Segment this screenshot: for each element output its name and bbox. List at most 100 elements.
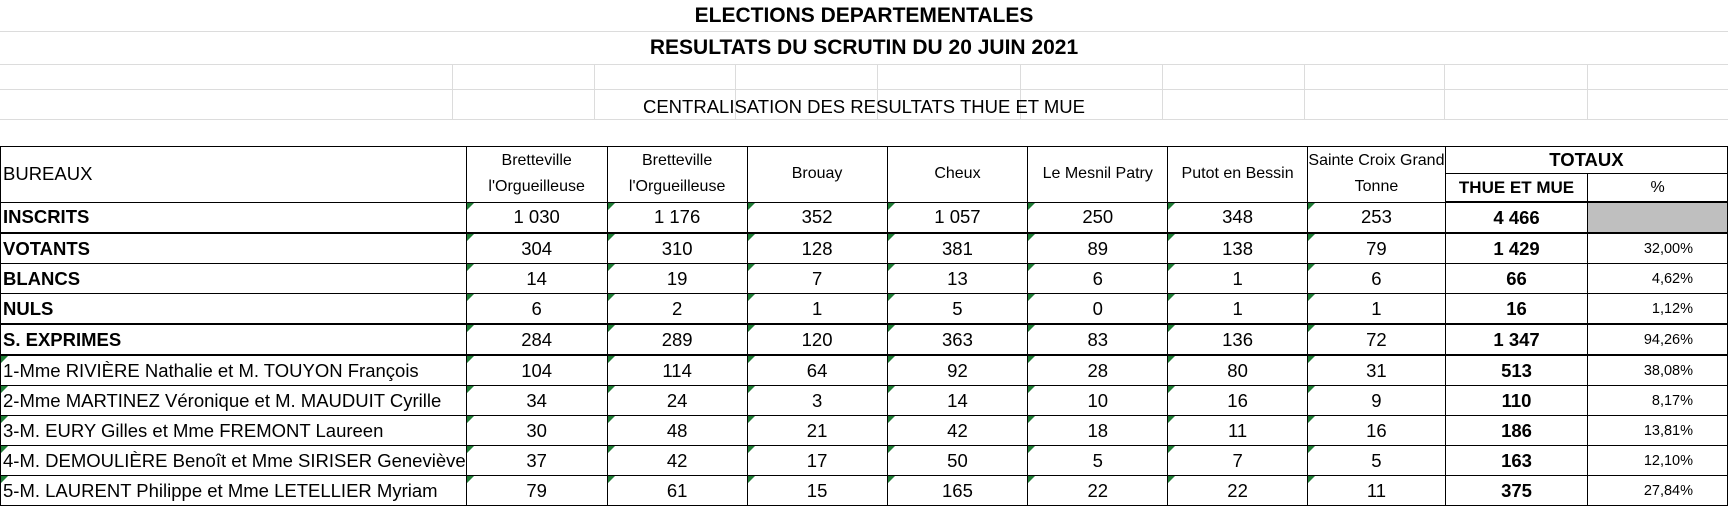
value-cell: 138 bbox=[1167, 232, 1309, 264]
value-cell: 89 bbox=[1027, 232, 1169, 264]
value-cell: 18 bbox=[1027, 415, 1169, 446]
percent-cell: 12,10% bbox=[1587, 445, 1728, 476]
value-cell: 79 bbox=[1307, 232, 1446, 264]
value-cell: 31 bbox=[1307, 354, 1446, 386]
table-row: S. EXPRIMES 284 289 120 363 83 136 72 1 347 94,26… bbox=[0, 323, 1728, 356]
percent-cell: 4,62% bbox=[1587, 263, 1728, 294]
percent-cell: 94,26% bbox=[1587, 323, 1728, 356]
total-cell: 163 bbox=[1444, 445, 1589, 476]
value-cell: 6 bbox=[1307, 263, 1446, 294]
value-cell: 64 bbox=[746, 354, 888, 386]
grid-line bbox=[452, 64, 453, 119]
value-cell: 16 bbox=[1167, 385, 1309, 416]
value-cell: 250 bbox=[1027, 201, 1169, 234]
header-row: BUREAUX Bretteville l'Orgueilleuse Brett… bbox=[0, 146, 1728, 203]
column-header: Putot en Bessin bbox=[1167, 146, 1309, 203]
percent-cell: 8,17% bbox=[1587, 385, 1728, 416]
total-cell: 1 429 bbox=[1444, 232, 1589, 264]
grid-line bbox=[0, 31, 1728, 32]
grid-line bbox=[594, 64, 595, 119]
column-header: Brouay bbox=[746, 146, 888, 203]
value-cell: 92 bbox=[886, 354, 1029, 386]
value-cell: 48 bbox=[606, 415, 748, 446]
value-cell: 104 bbox=[465, 354, 608, 386]
value-cell: 114 bbox=[606, 354, 748, 386]
value-cell: 16 bbox=[1307, 415, 1446, 446]
row-label: 1-Mme RIVIÈRE Nathalie et M. TOUYON Fran… bbox=[0, 354, 467, 386]
totals-header: TOTAUX bbox=[1444, 146, 1728, 174]
table-row: VOTANTS 304 310 128 381 89 138 79 1 429 32,00% bbox=[0, 232, 1728, 264]
table-row: NULS 6 2 1 5 0 1 1 16 1,12% bbox=[0, 293, 1728, 325]
table-row: 3-M. EURY Gilles et Mme FREMONT Laureen 3… bbox=[0, 415, 1728, 446]
total-column-header: THUE ET MUE bbox=[1444, 173, 1589, 203]
value-cell: 72 bbox=[1307, 323, 1446, 356]
value-cell: 7 bbox=[746, 263, 888, 294]
table-row: 1-Mme RIVIÈRE Nathalie et M. TOUYON Fran… bbox=[0, 354, 1728, 386]
value-cell: 284 bbox=[465, 323, 608, 356]
total-cell: 186 bbox=[1444, 415, 1589, 446]
percent-cell: 13,81% bbox=[1587, 415, 1728, 446]
column-header: Bretteville l'Orgueilleuse bbox=[606, 146, 748, 203]
value-cell: 136 bbox=[1167, 323, 1309, 356]
row-label: 2-Mme MARTINEZ Véronique et M. MAUDUIT C… bbox=[0, 385, 467, 416]
percent-cell bbox=[1587, 201, 1728, 234]
percent-cell: 38,08% bbox=[1587, 354, 1728, 386]
value-cell: 381 bbox=[886, 232, 1029, 264]
row-label: 5-M. LAURENT Philippe et Mme LETELLIER M… bbox=[0, 475, 467, 506]
value-cell: 1 bbox=[746, 293, 888, 325]
row-label: NULS bbox=[0, 293, 467, 325]
bureaux-header: BUREAUX bbox=[0, 146, 467, 203]
value-cell: 22 bbox=[1167, 475, 1309, 506]
value-cell: 128 bbox=[746, 232, 888, 264]
value-cell: 79 bbox=[465, 475, 608, 506]
value-cell: 304 bbox=[465, 232, 608, 264]
value-cell: 3 bbox=[746, 385, 888, 416]
total-cell: 513 bbox=[1444, 354, 1589, 386]
column-header: Bretteville l'Orgueilleuse bbox=[465, 146, 608, 203]
table-row: 4-M. DEMOULIÈRE Benoît et Mme SIRISER Ge… bbox=[0, 445, 1728, 476]
value-cell: 348 bbox=[1167, 201, 1309, 234]
value-cell: 42 bbox=[886, 415, 1029, 446]
table-row: 5-M. LAURENT Philippe et Mme LETELLIER M… bbox=[0, 475, 1728, 506]
value-cell: 289 bbox=[606, 323, 748, 356]
percent-cell: 1,12% bbox=[1587, 293, 1728, 325]
value-cell: 165 bbox=[886, 475, 1029, 506]
column-header: Le Mesnil Patry bbox=[1027, 146, 1169, 203]
value-cell: 83 bbox=[1027, 323, 1169, 356]
value-cell: 21 bbox=[746, 415, 888, 446]
value-cell: 5 bbox=[886, 293, 1029, 325]
value-cell: 5 bbox=[1027, 445, 1169, 476]
value-cell: 253 bbox=[1307, 201, 1446, 234]
value-cell: 13 bbox=[886, 263, 1029, 294]
value-cell: 11 bbox=[1307, 475, 1446, 506]
document-subtitle: RESULTATS DU SCRUTIN DU 20 JUIN 2021 bbox=[649, 36, 1079, 59]
value-cell: 1 057 bbox=[886, 201, 1029, 234]
value-cell: 1 bbox=[1167, 293, 1309, 325]
grid-line bbox=[735, 64, 736, 119]
total-cell: 4 466 bbox=[1444, 201, 1589, 234]
percent-column-header: % bbox=[1587, 173, 1728, 203]
total-cell: 66 bbox=[1444, 263, 1589, 294]
value-cell: 11 bbox=[1167, 415, 1309, 446]
total-cell: 110 bbox=[1444, 385, 1589, 416]
table-row: 2-Mme MARTINEZ Véronique et M. MAUDUIT C… bbox=[0, 385, 1728, 416]
value-cell: 1 bbox=[1167, 263, 1309, 294]
value-cell: 80 bbox=[1167, 354, 1309, 386]
value-cell: 14 bbox=[465, 263, 608, 294]
column-header: Sainte Croix Grand Tonne bbox=[1307, 146, 1446, 203]
value-cell: 61 bbox=[606, 475, 748, 506]
total-cell: 375 bbox=[1444, 475, 1589, 506]
grid-line bbox=[877, 64, 878, 119]
value-cell: 1 176 bbox=[606, 201, 748, 234]
value-cell: 2 bbox=[606, 293, 748, 325]
document-title: ELECTIONS DEPARTEMENTALES bbox=[694, 4, 1034, 27]
grid-line bbox=[1020, 64, 1021, 119]
value-cell: 6 bbox=[1027, 263, 1169, 294]
column-header: Cheux bbox=[886, 146, 1029, 203]
value-cell: 34 bbox=[465, 385, 608, 416]
value-cell: 24 bbox=[606, 385, 748, 416]
centralisation-caption: CENTRALISATION DES RESULTATS THUE ET MUE bbox=[642, 96, 1085, 117]
grid-line bbox=[0, 64, 1728, 65]
row-label: BLANCS bbox=[0, 263, 467, 294]
